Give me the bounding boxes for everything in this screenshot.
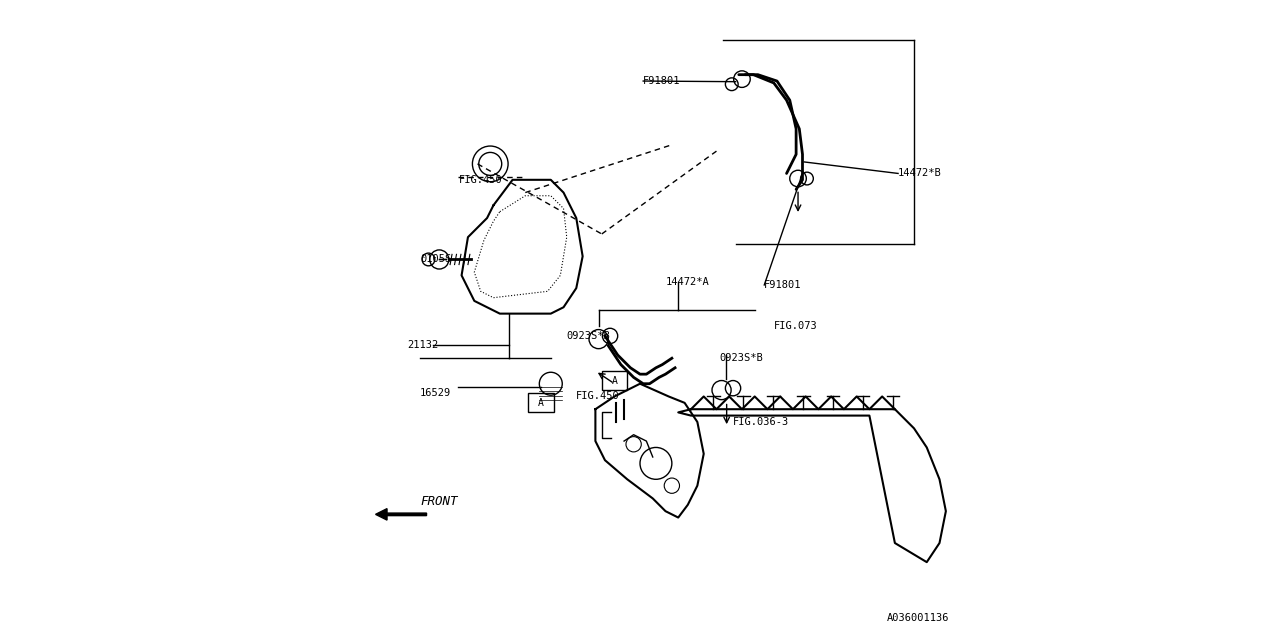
Text: A: A (539, 398, 544, 408)
Text: 0105S: 0105S (420, 255, 452, 264)
FancyArrow shape (375, 509, 426, 520)
Text: FRONT: FRONT (420, 495, 458, 508)
Text: 16529: 16529 (420, 388, 452, 398)
Text: 0923S*B: 0923S*B (567, 331, 611, 341)
Text: A: A (612, 376, 617, 385)
Text: FIG.450: FIG.450 (458, 175, 502, 185)
Text: 14472*A: 14472*A (666, 276, 709, 287)
Bar (529, 394, 554, 412)
Text: A036001136: A036001136 (887, 612, 948, 623)
Text: 0923S*B: 0923S*B (719, 353, 763, 364)
Text: F91801: F91801 (643, 76, 681, 86)
Text: FIG.450: FIG.450 (576, 392, 620, 401)
Bar (602, 371, 627, 390)
Text: 14472*B: 14472*B (899, 168, 942, 179)
Text: 21132: 21132 (407, 340, 439, 351)
Text: FIG.036-3: FIG.036-3 (732, 417, 788, 427)
Text: FIG.073: FIG.073 (774, 321, 818, 332)
Text: F91801: F91801 (764, 280, 801, 290)
